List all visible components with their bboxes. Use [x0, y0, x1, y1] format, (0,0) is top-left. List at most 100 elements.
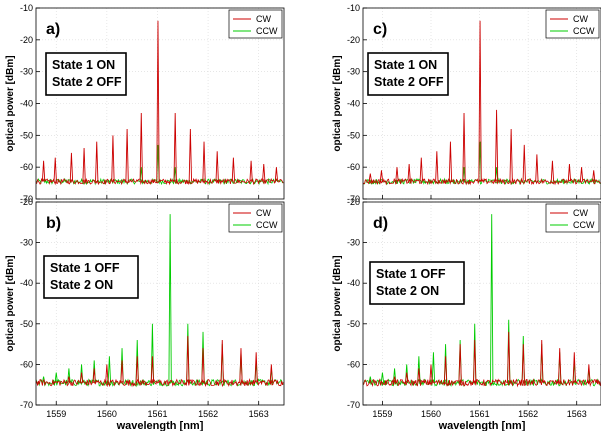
state-label: State 1 OFF: [50, 261, 120, 275]
peak-cw: [215, 151, 219, 182]
y-tick-label: -60: [347, 359, 360, 369]
y-tick-label: -20: [347, 197, 360, 207]
peak-ccw: [107, 356, 112, 383]
state-box: [367, 52, 449, 96]
peak-cw: [572, 352, 576, 383]
peak-cw: [186, 335, 190, 383]
peak-cw: [458, 344, 462, 383]
series-noise-cw: [363, 177, 601, 186]
peak-ccw: [67, 368, 71, 383]
peak-cw: [105, 364, 109, 383]
state-box: [369, 261, 465, 305]
peak-cw: [41, 160, 46, 182]
state-label: State 2 ON: [376, 284, 439, 298]
y-tick-label: -50: [20, 319, 33, 329]
peak-ccw: [150, 323, 155, 383]
peak-cw: [69, 152, 74, 182]
y-tick-label: -40: [347, 278, 360, 288]
legend: [545, 203, 600, 233]
peak-cw: [478, 20, 482, 182]
peak-cw: [405, 372, 409, 383]
peak-ccw: [392, 368, 397, 383]
peak-cw: [92, 368, 96, 383]
peak-cw: [368, 173, 372, 182]
peak-cw: [417, 368, 421, 383]
peak-cw: [429, 364, 433, 383]
legend: [545, 9, 600, 39]
y-axis-label: optical power [dBm]: [5, 255, 16, 351]
x-axis-label: wavelength [nm]: [116, 420, 204, 431]
x-tick-label: 1563: [249, 409, 269, 419]
state-label: State 2 OFF: [52, 75, 122, 89]
peak-cw: [274, 167, 279, 182]
legend-entry: CCW: [256, 220, 278, 230]
y-tick-label: -50: [347, 319, 360, 329]
peak-cw: [494, 109, 499, 182]
y-tick-label: -40: [20, 99, 33, 109]
panel-label: b): [46, 215, 61, 232]
peak-cw: [473, 340, 477, 383]
legend-entry: CCW: [573, 220, 595, 230]
peak-cw: [435, 151, 439, 182]
state-label: State 2 ON: [50, 278, 113, 292]
series-noise-ccw: [36, 378, 284, 388]
peak-cw: [53, 157, 57, 182]
plot-area: [36, 202, 284, 405]
peak-cw: [262, 163, 266, 182]
peak-cw: [150, 356, 155, 383]
peak-cw: [392, 376, 397, 383]
peak-cw: [125, 128, 129, 182]
peak-cw: [587, 364, 591, 383]
y-tick-label: -70: [20, 400, 33, 410]
peak-cw: [82, 148, 86, 182]
x-tick-label: 1561: [470, 409, 490, 419]
y-tick-label: -10: [20, 3, 33, 13]
peak-cw: [231, 157, 236, 182]
peak-cw: [379, 170, 384, 182]
peak-cw: [592, 170, 596, 182]
peak-cw: [120, 360, 124, 383]
panel-label: c): [373, 21, 387, 38]
peak-cw: [254, 352, 258, 383]
state-label: State 2 OFF: [374, 75, 444, 89]
peak-cw: [156, 20, 160, 182]
peak-cw: [249, 160, 253, 182]
axes-frame: [362, 7, 601, 200]
chart-panel: -70 -60 -50 -40 -30 -20 1559 1560 1561 1562 1563 op…: [332, 197, 601, 431]
legend-entry: CW: [256, 208, 271, 218]
x-tick-label: 1563: [567, 409, 587, 419]
state-label: State 1 OFF: [376, 267, 446, 281]
chart-panel: -70 -60 -50 -40 -30 -20 -10 optical power [dBm]…: [332, 3, 601, 204]
y-tick-label: -20: [20, 197, 33, 207]
peak-cw: [220, 340, 224, 383]
y-tick-label: -30: [347, 67, 360, 77]
y-tick-label: -70: [347, 400, 360, 410]
peak-cw: [111, 135, 115, 182]
peak-cw: [579, 167, 584, 182]
peak-cw: [269, 364, 273, 383]
peak-cw: [188, 128, 193, 182]
y-axis-label: optical power [dBm]: [332, 255, 343, 351]
chart-panel: -70 -60 -50 -40 -30 -20 -10 optical power [dBm]…: [5, 3, 285, 204]
x-tick-label: 1562: [518, 409, 538, 419]
y-axis-label: optical power [dBm]: [332, 55, 343, 151]
axes-frame: [35, 201, 285, 406]
peak-cw: [443, 356, 448, 383]
axes-frame: [35, 7, 285, 200]
peak-cw: [407, 163, 411, 182]
peak-cw: [521, 344, 525, 383]
peak-cw: [535, 154, 539, 182]
legend: [228, 203, 283, 233]
peak-cw: [558, 348, 562, 383]
state-label: State 1 ON: [374, 58, 437, 72]
peak-cw: [79, 372, 84, 383]
y-tick-label: -20: [347, 35, 360, 45]
y-tick-label: -20: [20, 35, 33, 45]
peak-cw: [201, 348, 205, 383]
legend-entry: CW: [573, 208, 588, 218]
panel-label: d): [373, 215, 388, 232]
peak-cw: [448, 141, 453, 182]
x-tick-label: 1560: [421, 409, 441, 419]
legend-entry: CW: [573, 14, 588, 24]
peak-cw: [239, 348, 243, 383]
